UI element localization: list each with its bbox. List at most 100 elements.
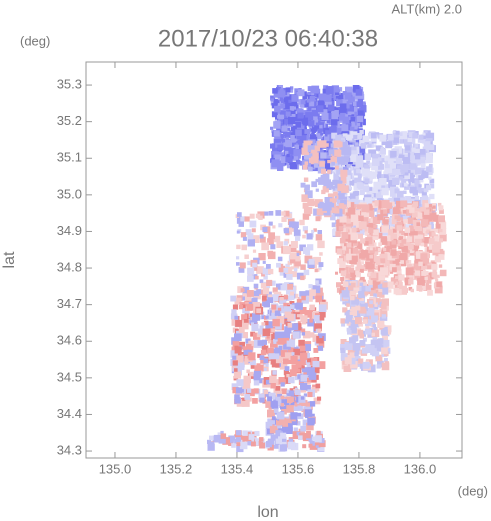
echo-cell — [314, 145, 320, 152]
echo-cell — [232, 304, 239, 310]
echo-cell — [305, 433, 311, 439]
echo-cell — [209, 435, 214, 441]
echo-cell — [373, 144, 377, 148]
echo-cell — [409, 207, 415, 213]
echo-cell — [270, 400, 278, 408]
echo-cell — [353, 185, 359, 191]
echo-cell — [301, 147, 309, 156]
echo-cell — [422, 200, 429, 206]
echo-cell — [299, 219, 305, 226]
echo-cell — [421, 265, 426, 271]
echo-cell — [307, 392, 313, 398]
echo-cell — [307, 198, 315, 207]
echo-cell — [300, 182, 306, 188]
echo-cell — [311, 109, 318, 116]
echo-cell — [313, 348, 319, 353]
echo-cell — [356, 223, 360, 228]
y-tick-label: 34.3 — [57, 442, 82, 457]
echo-cell — [343, 156, 350, 163]
echo-cell — [237, 435, 245, 443]
echo-cell — [235, 319, 243, 327]
echo-cell — [358, 215, 364, 221]
echo-cell — [395, 158, 403, 165]
echo-cell — [376, 174, 382, 179]
echo-cell — [265, 391, 271, 397]
echo-cell — [280, 297, 284, 301]
echo-cell — [253, 283, 259, 289]
echo-cell — [421, 191, 427, 197]
echo-cell — [321, 168, 327, 174]
echo-cell — [390, 151, 397, 158]
echo-cell — [295, 129, 302, 136]
echo-cell — [324, 163, 333, 172]
echo-cell — [285, 111, 291, 117]
echo-cell — [330, 214, 336, 221]
echo-cell — [292, 331, 300, 339]
echo-cell — [325, 130, 332, 137]
echo-cell — [395, 130, 400, 135]
echo-cell — [336, 248, 343, 255]
echo-cell — [409, 229, 416, 236]
echo-cell — [311, 106, 319, 114]
echo-cell — [304, 129, 310, 134]
echo-cell — [300, 358, 307, 365]
echo-cell — [368, 132, 374, 139]
echo-cell — [261, 339, 267, 345]
echo-cell — [432, 214, 439, 221]
echo-cell — [395, 265, 401, 271]
echo-cell — [252, 398, 258, 404]
echo-cell — [256, 363, 261, 368]
echo-cell — [303, 269, 310, 276]
echo-cell — [331, 119, 338, 126]
echo-cell — [384, 165, 392, 174]
echo-cell — [391, 165, 399, 174]
echo-cell — [300, 374, 308, 382]
echo-cell — [238, 221, 244, 227]
echo-cell — [427, 289, 433, 296]
echo-cell — [239, 441, 248, 450]
echo-cell — [268, 232, 275, 240]
echo-cell — [231, 346, 238, 353]
echo-cell — [361, 285, 367, 292]
echo-cell — [412, 190, 418, 196]
echo-cell — [323, 174, 330, 180]
echo-cell — [236, 430, 242, 436]
echo-cell — [283, 102, 290, 110]
echo-cell — [365, 173, 373, 181]
echo-cell — [353, 143, 360, 149]
echo-cell — [241, 244, 247, 251]
echo-cell — [267, 396, 272, 402]
echo-cell — [359, 282, 364, 287]
echo-cell — [419, 178, 424, 183]
x-axis-label: lon — [257, 504, 278, 521]
echo-cell — [347, 111, 352, 116]
echo-cell — [396, 225, 403, 231]
chart-title: 2017/10/23 06:40:38 — [158, 25, 378, 52]
echo-cell — [387, 235, 393, 242]
echo-cell — [438, 264, 443, 268]
echo-cell — [371, 332, 375, 337]
echo-cell — [344, 357, 352, 365]
echo-cell — [303, 140, 312, 149]
echo-cell — [360, 261, 365, 265]
echo-cell — [301, 117, 308, 124]
echo-cell — [429, 178, 435, 184]
echo-cell — [259, 234, 264, 239]
echo-cell — [347, 355, 352, 360]
echo-cell — [333, 171, 338, 177]
echo-cell — [326, 203, 335, 211]
echo-cell — [428, 176, 432, 180]
echo-cell — [319, 438, 325, 444]
echo-cell — [241, 398, 250, 407]
echo-cell — [414, 143, 419, 148]
echo-cell — [386, 281, 394, 289]
echo-cell — [403, 170, 409, 176]
echo-cell — [266, 335, 270, 339]
echo-cell — [383, 209, 388, 214]
echo-cell — [397, 165, 401, 169]
echo-cell — [416, 222, 421, 226]
echo-cell — [378, 204, 383, 209]
echo-cell — [230, 313, 237, 320]
echo-cell — [366, 160, 370, 165]
echo-cell — [342, 133, 348, 139]
